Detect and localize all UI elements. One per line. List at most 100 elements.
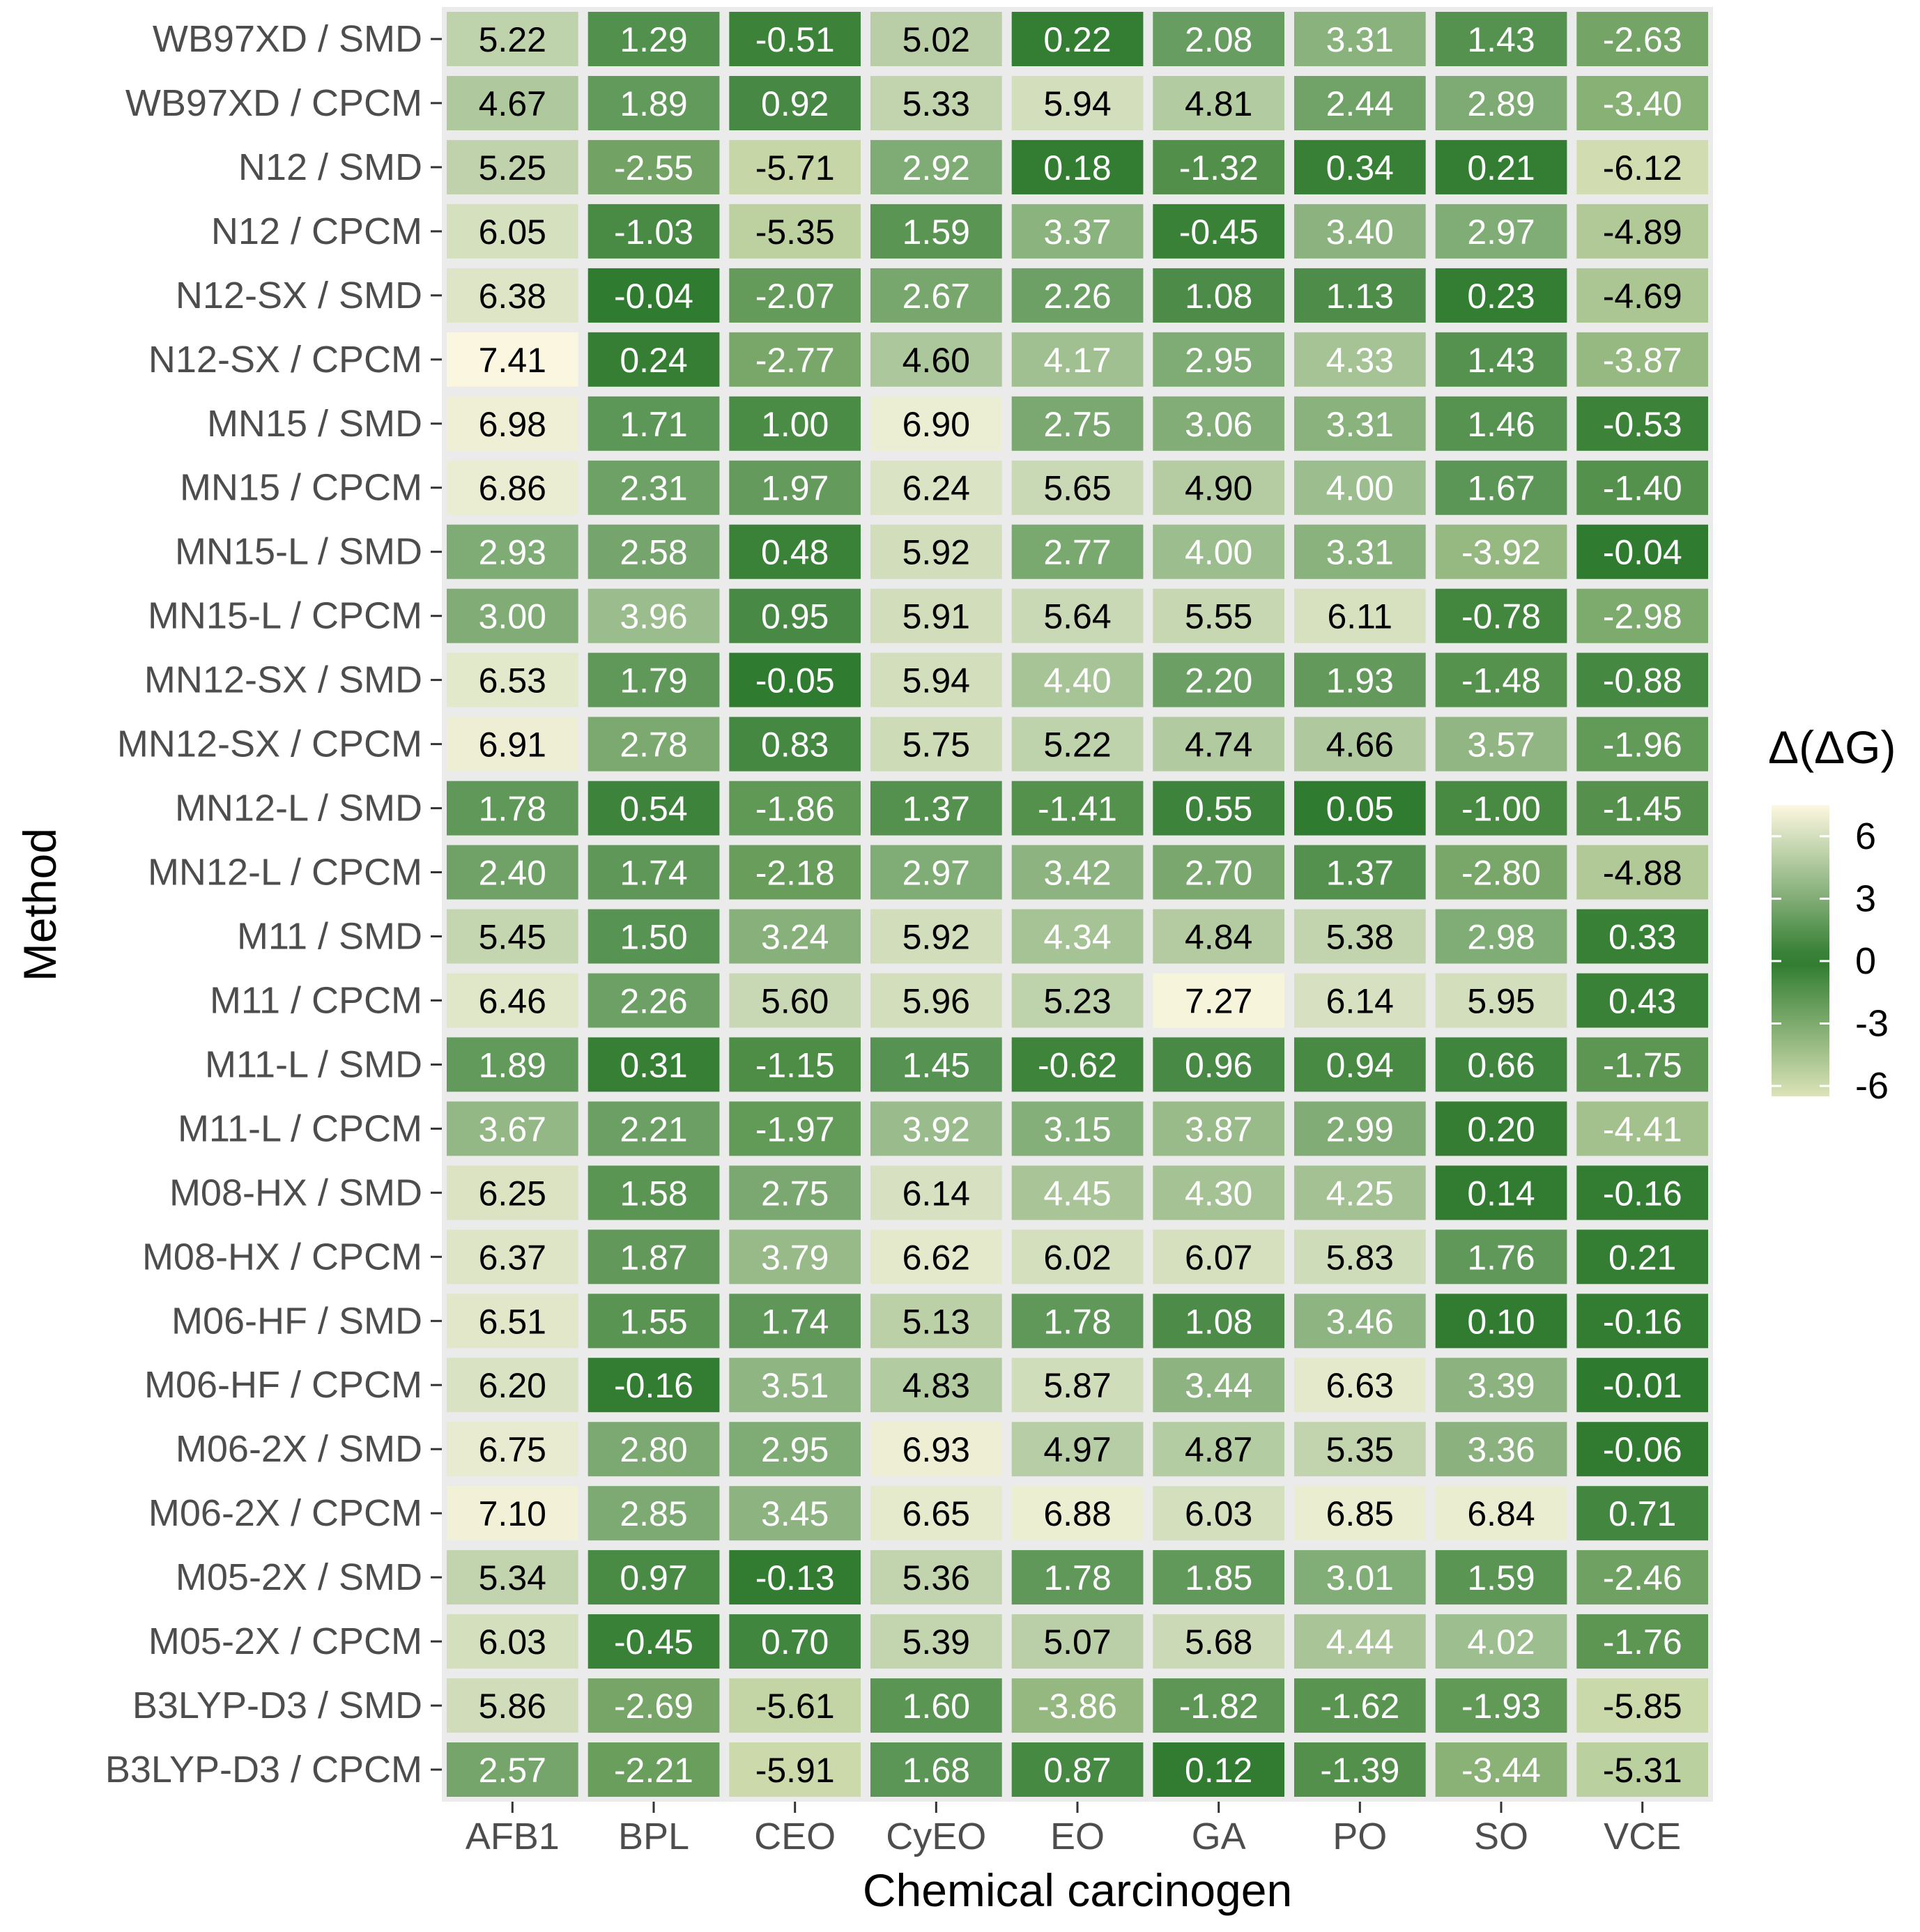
x-tick-label: BPL (618, 1816, 689, 1857)
heatmap-cell (1011, 1101, 1144, 1156)
heatmap-cell (729, 1742, 861, 1797)
cell-value-label: 4.02 (1467, 1623, 1535, 1662)
heatmap-cell (1576, 460, 1708, 515)
y-tick-label: MN15-L / CPCM (148, 595, 422, 637)
heatmap-cell (729, 1678, 861, 1733)
cell-value-label: 6.14 (903, 1174, 970, 1213)
heatmap-cell (1294, 652, 1426, 707)
cell-value-label: 2.57 (479, 1751, 546, 1790)
x-tick-label: GA (1192, 1816, 1246, 1857)
heatmap-cell (1011, 652, 1144, 707)
heatmap-cell (447, 268, 578, 323)
heatmap-cell (1153, 1294, 1284, 1349)
heatmap-cell (1153, 332, 1284, 387)
heatmap-cell (1576, 1614, 1708, 1669)
cell-value-label: 6.03 (479, 1623, 546, 1662)
heatmap-cell (1011, 460, 1144, 515)
heatmap-cell (729, 716, 861, 772)
heatmap-cell (447, 1486, 578, 1541)
cell-value-label: 3.42 (1043, 854, 1111, 893)
cell-value-label: 2.99 (1326, 1110, 1394, 1149)
heatmap-cell (870, 332, 1002, 387)
cell-value-label: 3.31 (1326, 405, 1394, 444)
x-tick-label: CyEO (886, 1816, 986, 1857)
cell-value-label: 1.71 (620, 405, 687, 444)
heatmap-cell (870, 909, 1002, 964)
cell-value-label: 1.79 (620, 661, 687, 700)
cell-value-label: 7.41 (479, 341, 546, 380)
cell-value-label: 0.95 (761, 597, 829, 636)
cell-value-label: 6.51 (479, 1302, 546, 1341)
heatmap-cell (587, 1101, 720, 1156)
heatmap-cell (447, 12, 578, 66)
cell-value-label: -0.88 (1603, 661, 1682, 700)
heatmap-cell (729, 460, 861, 515)
heatmap-cell (1576, 716, 1708, 772)
x-tick-label: PO (1333, 1816, 1387, 1857)
heatmap-cell (870, 1486, 1002, 1541)
cell-value-label: 0.83 (761, 726, 829, 765)
cell-value-label: 3.87 (1185, 1110, 1252, 1149)
cell-value-label: 3.31 (1326, 20, 1394, 59)
legend-tick-label: 3 (1855, 877, 1876, 919)
y-tick-label: MN12-L / CPCM (148, 852, 422, 894)
heatmap-cell (729, 1422, 861, 1477)
cell-value-label: -2.07 (755, 277, 835, 316)
cell-value-label: 0.54 (620, 790, 687, 829)
cell-value-label: 0.23 (1467, 277, 1535, 316)
heatmap-cell (1153, 139, 1284, 194)
heatmap-cell (587, 524, 720, 579)
cell-value-label: 1.78 (479, 790, 546, 829)
heatmap-cell (1011, 1678, 1144, 1733)
heatmap-cell (1011, 268, 1144, 323)
heatmap-cell (587, 1550, 720, 1605)
y-axis-tick-labels: WB97XD / SMD WB97XD / CPCM N12 / SMD N12 / … (105, 18, 442, 1791)
heatmap-cell (1435, 12, 1567, 66)
heatmap-cell (1576, 268, 1708, 323)
cell-value-label: 4.30 (1185, 1174, 1252, 1213)
cell-value-label: 6.93 (903, 1430, 970, 1469)
heatmap-cell (1576, 1294, 1708, 1349)
cell-value-label: 1.50 (620, 918, 687, 957)
cell-value-label: 3.37 (1043, 213, 1111, 252)
cell-value-label: 2.98 (1467, 918, 1535, 957)
heatmap-cell (1294, 1486, 1426, 1541)
cell-value-label: -4.41 (1603, 1110, 1682, 1149)
heatmap-cell (729, 1358, 861, 1413)
heatmap-cell (1011, 76, 1144, 130)
cell-value-label: 4.81 (1185, 84, 1252, 123)
heatmap-cell (1153, 1550, 1284, 1605)
cell-value-label: 1.78 (1043, 1302, 1111, 1341)
heatmap-cell (729, 1614, 861, 1669)
cell-value-label: 1.60 (903, 1687, 970, 1726)
heatmap-cell (1294, 1614, 1426, 1669)
heatmap-cell (729, 845, 861, 900)
heatmap-cell (1435, 652, 1567, 707)
heatmap-cell (1294, 1678, 1426, 1733)
y-tick-label: B3LYP-D3 / CPCM (105, 1749, 422, 1791)
legend-tick-label: -3 (1855, 1003, 1889, 1045)
heatmap-cell (1153, 909, 1284, 964)
heatmap-cell (1294, 716, 1426, 772)
heatmap-cell (1435, 1358, 1567, 1413)
legend-tick-label: 0 (1855, 940, 1876, 982)
heatmap-cell (1294, 76, 1426, 130)
y-tick-label: M11-L / SMD (205, 1043, 422, 1085)
heatmap-cell (1153, 1742, 1284, 1797)
heatmap-cell (1435, 524, 1567, 579)
heatmap-cell (870, 204, 1002, 259)
cell-value-label: 4.97 (1043, 1430, 1111, 1469)
heatmap-cell (1576, 1165, 1708, 1220)
cell-value-label: 1.59 (1467, 1558, 1535, 1597)
heatmap-cell (1011, 1165, 1144, 1220)
cell-value-label: 6.05 (479, 213, 546, 252)
y-tick-label: M05-2X / CPCM (148, 1620, 422, 1662)
heatmap-cell (447, 1037, 578, 1092)
heatmap-cell (870, 1358, 1002, 1413)
cell-value-label: 1.59 (903, 213, 970, 252)
cell-value-label: 4.33 (1326, 341, 1394, 380)
heatmap-cell (1294, 1358, 1426, 1413)
cell-value-label: 7.27 (1185, 981, 1252, 1020)
y-tick-label: M11 / CPCM (210, 979, 422, 1021)
heatmap-cell (870, 1742, 1002, 1797)
